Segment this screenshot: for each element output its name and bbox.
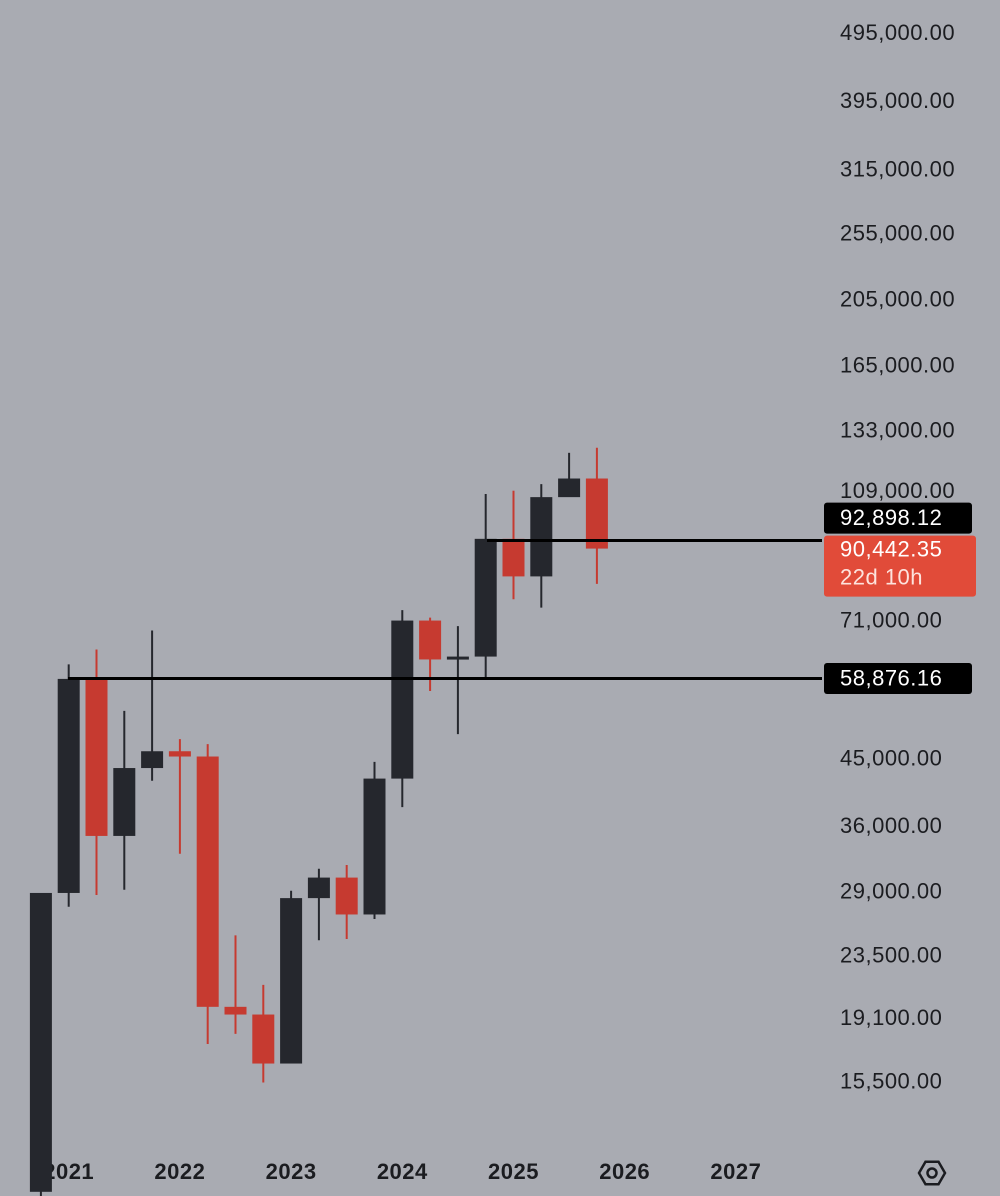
y-tick-label: 315,000.00 xyxy=(840,157,955,182)
candle-body xyxy=(335,877,358,915)
candle-body xyxy=(419,620,442,660)
x-tick-label: 2024 xyxy=(377,1159,428,1184)
y-tick-label: 15,500.00 xyxy=(840,1068,942,1093)
y-tick-label: 133,000.00 xyxy=(840,418,955,443)
candle-body xyxy=(585,478,608,549)
y-tick-label: 71,000.00 xyxy=(840,608,942,633)
y-tick-label: 109,000.00 xyxy=(840,478,955,503)
y-tick-label: 23,500.00 xyxy=(840,942,942,967)
last-price-tag xyxy=(824,535,976,597)
candle-body xyxy=(113,768,136,836)
candle-body xyxy=(141,751,164,769)
candle-body xyxy=(85,678,108,836)
candle-body xyxy=(280,898,303,1064)
y-tick-label: 495,000.00 xyxy=(840,20,955,45)
level-tag xyxy=(824,502,972,534)
level-tag-label: 58,876.16 xyxy=(840,665,942,690)
candle-body xyxy=(446,656,469,660)
candle-body xyxy=(558,478,581,498)
candle-body xyxy=(307,877,330,899)
x-tick-label: 2027 xyxy=(710,1159,761,1184)
candle-body xyxy=(474,538,497,657)
settings-icon[interactable] xyxy=(917,1160,947,1186)
y-tick-label: 165,000.00 xyxy=(840,352,955,377)
x-tick-label: 2025 xyxy=(488,1159,539,1184)
candle-body xyxy=(168,751,191,757)
countdown-label: 22d 10h xyxy=(840,564,923,589)
candle-body xyxy=(502,538,525,577)
x-tick-label: 2026 xyxy=(599,1159,650,1184)
candle-body xyxy=(224,1006,247,1015)
candle-body xyxy=(196,756,219,1007)
candle-body xyxy=(391,620,414,779)
candle-body xyxy=(29,892,52,1192)
y-tick-label: 19,100.00 xyxy=(840,1005,942,1030)
settings-hexagon xyxy=(917,1160,947,1186)
y-tick-label: 36,000.00 xyxy=(840,813,942,838)
candle-body xyxy=(530,497,553,577)
y-tick-label: 205,000.00 xyxy=(840,287,955,312)
y-tick-label: 395,000.00 xyxy=(840,88,955,113)
candle-body xyxy=(252,1014,275,1064)
y-tick-label: 45,000.00 xyxy=(840,746,942,771)
y-tick-label: 255,000.00 xyxy=(840,221,955,246)
level-tag-label: 92,898.12 xyxy=(840,505,942,530)
candle-body xyxy=(363,778,386,915)
last-price-label: 90,442.35 xyxy=(840,536,942,561)
x-tick-label: 2023 xyxy=(266,1159,317,1184)
x-tick-label: 2022 xyxy=(154,1159,205,1184)
candle-body xyxy=(57,678,80,893)
y-tick-label: 29,000.00 xyxy=(840,879,942,904)
settings-dot xyxy=(926,1167,938,1179)
level-tag xyxy=(824,663,972,695)
